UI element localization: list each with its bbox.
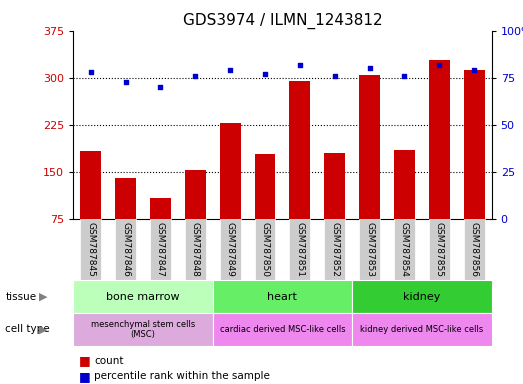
Point	[156, 84, 165, 90]
Text: ■: ■	[78, 354, 90, 367]
Bar	[220, 123, 241, 219]
Text: GSM787851: GSM787851	[295, 222, 304, 277]
Text: cell type: cell type	[5, 324, 50, 334]
Bar	[394, 150, 415, 219]
Text: GSM787850: GSM787850	[260, 222, 269, 277]
Bar	[185, 170, 206, 219]
Point	[295, 61, 304, 68]
Bar	[429, 60, 450, 219]
Title: GDS3974 / ILMN_1243812: GDS3974 / ILMN_1243812	[183, 13, 382, 29]
Point	[226, 67, 234, 73]
Point	[86, 69, 95, 75]
Text: GSM787846: GSM787846	[121, 222, 130, 277]
Bar	[115, 178, 136, 219]
Text: cardiac derived MSC-like cells: cardiac derived MSC-like cells	[220, 325, 345, 334]
Bar	[255, 154, 276, 219]
Text: GSM787849: GSM787849	[225, 222, 235, 277]
Text: GSM787853: GSM787853	[365, 222, 374, 277]
Text: kidney derived MSC-like cells: kidney derived MSC-like cells	[360, 325, 483, 334]
Text: heart: heart	[267, 291, 298, 302]
Point	[191, 73, 199, 79]
Point	[435, 61, 444, 68]
Text: GSM787854: GSM787854	[400, 222, 409, 277]
Bar	[464, 70, 485, 219]
Point	[366, 65, 374, 71]
Text: tissue: tissue	[5, 291, 37, 302]
Point	[331, 73, 339, 79]
Point	[470, 67, 479, 73]
Bar	[324, 153, 345, 219]
Text: GSM787848: GSM787848	[191, 222, 200, 277]
Bar	[80, 151, 101, 219]
Point	[261, 71, 269, 77]
Text: bone marrow: bone marrow	[106, 291, 180, 302]
Text: GSM787845: GSM787845	[86, 222, 95, 277]
Text: GSM787852: GSM787852	[330, 222, 339, 277]
Text: ▶: ▶	[39, 324, 48, 334]
Text: mesenchymal stem cells
(MSC): mesenchymal stem cells (MSC)	[91, 319, 195, 339]
Text: count: count	[94, 356, 123, 366]
Text: GSM787847: GSM787847	[156, 222, 165, 277]
Text: ■: ■	[78, 370, 90, 383]
Bar	[289, 81, 310, 219]
Text: ▶: ▶	[39, 291, 48, 302]
Point	[121, 78, 130, 84]
Point	[400, 73, 408, 79]
Bar	[150, 198, 171, 219]
Text: percentile rank within the sample: percentile rank within the sample	[94, 371, 270, 381]
Text: kidney: kidney	[403, 291, 440, 302]
Text: GSM787856: GSM787856	[470, 222, 479, 277]
Text: GSM787855: GSM787855	[435, 222, 444, 277]
Bar	[359, 74, 380, 219]
